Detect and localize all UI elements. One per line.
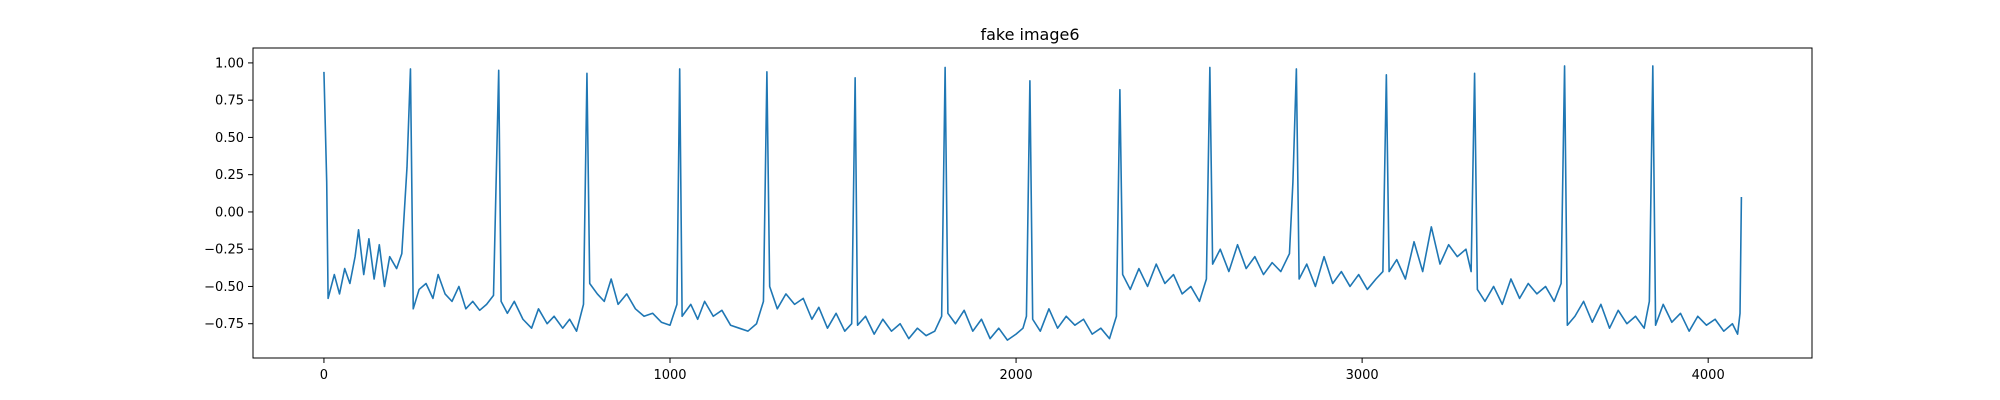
y-tick-label: 1.00 [215, 56, 244, 71]
y-tick-label: 0.50 [215, 131, 244, 146]
series-line-0 [323, 65, 1743, 341]
x-tick-label: 2000 [1000, 368, 1033, 383]
x-axis: 0 1000 2000 3000 4000 [320, 358, 1725, 383]
y-tick-label: −0.75 [204, 317, 244, 332]
axes-frame [252, 47, 1813, 359]
x-tick-label: 1000 [653, 368, 686, 383]
chart-title: fake image6 [980, 25, 1079, 44]
x-tick-label: 4000 [1692, 368, 1725, 383]
y-tick-label: −0.50 [204, 280, 244, 295]
x-tick-label: 0 [320, 368, 328, 383]
plot-area [323, 65, 1743, 341]
y-tick-label: 0.75 [215, 94, 244, 109]
y-tick-label: 0.00 [215, 205, 244, 220]
y-tick-label: −0.25 [204, 243, 244, 258]
y-tick-label: 0.25 [215, 168, 244, 183]
x-tick-label: 3000 [1346, 368, 1379, 383]
y-axis: 1.00 0.75 0.50 0.25 0.00 −0.25 −0.50 −0.75 [204, 56, 253, 332]
